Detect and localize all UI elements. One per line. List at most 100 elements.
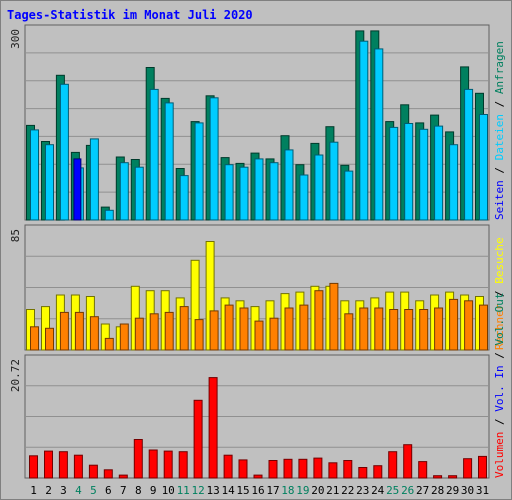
bar-dateien-day-20 xyxy=(314,154,324,221)
bar-volumen-day-11 xyxy=(178,451,188,479)
bar-dateien-day-1 xyxy=(30,129,39,221)
bar-rechner-day-23 xyxy=(359,307,369,351)
bar-volumen-day-13 xyxy=(208,377,218,479)
x-tick-day-19: 19 xyxy=(296,484,309,497)
bar-rechner-day-14 xyxy=(224,304,234,351)
bar-dateien-day-16 xyxy=(254,158,264,221)
x-tick-day-28: 28 xyxy=(431,484,444,497)
x-tick-day-13: 13 xyxy=(206,484,219,497)
x-tick-day-14: 14 xyxy=(221,484,235,497)
bar-dateien-day-23 xyxy=(359,40,369,221)
chart-title: Tages-Statistik im Monat Juli 2020 xyxy=(7,8,253,22)
bar-rechner-day-4 xyxy=(74,311,84,351)
bar-rechner-day-18 xyxy=(284,307,294,351)
bar-dateien-day-6 xyxy=(104,209,114,221)
x-tick-day-7: 7 xyxy=(120,484,127,497)
bar-volumen-day-7 xyxy=(118,474,128,479)
x-tick-day-21: 21 xyxy=(326,484,339,497)
bar-rechner-day-2 xyxy=(45,327,54,351)
bar-volumen-day-12 xyxy=(193,399,203,479)
bar-rechner-day-7 xyxy=(119,323,129,351)
bar-rechner-day-24 xyxy=(374,307,384,351)
x-tick-day-4: 4 xyxy=(75,484,82,497)
bar-dateien-day-14 xyxy=(224,164,234,221)
bar-volumen-day-25 xyxy=(388,451,398,479)
x-tick-day-6: 6 xyxy=(105,484,112,497)
bar-rechner-day-28 xyxy=(434,307,444,351)
bar-dateien-day-24 xyxy=(374,48,384,221)
legend-volume: Volumen / Vol. In / Vol. Out xyxy=(493,293,506,478)
x-tick-day-10: 10 xyxy=(162,484,175,497)
y-max-label: 85 xyxy=(9,229,22,242)
bar-volumen-day-16 xyxy=(253,474,263,479)
bar-rechner-day-10 xyxy=(164,311,174,351)
bar-rechner-day-20 xyxy=(314,290,324,351)
bar-volumen-day-9 xyxy=(148,449,158,479)
bar-volumen-day-18 xyxy=(283,458,293,479)
bar-dateien-day-28 xyxy=(434,125,444,221)
bar-rechner-day-16 xyxy=(254,320,264,351)
x-tick-day-5: 5 xyxy=(90,484,97,497)
bar-dateien-day-7 xyxy=(119,162,129,221)
bar-dateien-day-22 xyxy=(344,170,354,221)
bar-dateien-day-26 xyxy=(404,123,414,221)
bar-dateien-day-18 xyxy=(284,149,294,221)
bar-rechner-day-15 xyxy=(239,307,249,351)
bar-dateien-day-3 xyxy=(59,83,69,221)
y-max-label: 20.72 xyxy=(9,359,22,392)
bar-volumen-day-22 xyxy=(343,460,353,479)
bar-rechner-day-11 xyxy=(179,306,189,351)
bar-rechner-day-13 xyxy=(209,310,219,351)
x-tick-day-22: 22 xyxy=(341,484,354,497)
bar-dateien-day-2 xyxy=(45,144,54,221)
bar-volumen-day-8 xyxy=(133,439,143,479)
bar-volumen-day-23 xyxy=(358,467,368,479)
bar-rechner-day-31 xyxy=(479,304,488,351)
bar-rechner-day-29 xyxy=(449,298,459,351)
bar-rechner-day-8 xyxy=(134,317,144,351)
bar-dateien-day-5 xyxy=(89,138,99,221)
bar-rechner-day-22 xyxy=(344,313,354,351)
x-tick-day-9: 9 xyxy=(150,484,157,497)
bar-dateien-day-17 xyxy=(269,162,279,221)
bar-dateien-day-19 xyxy=(299,174,309,221)
bar-rechner-day-1 xyxy=(30,326,39,351)
bar-rechner-day-5 xyxy=(89,316,99,351)
bar-dateien-day-9 xyxy=(149,88,159,221)
legend-hits: Seiten / Dateien / Anfragen xyxy=(493,41,506,220)
bar-volumen-day-5 xyxy=(88,464,98,479)
bar-dateien-day-11 xyxy=(179,175,189,221)
x-tick-day-30: 30 xyxy=(461,484,474,497)
x-tick-day-11: 11 xyxy=(177,484,190,497)
bar-rechner-day-30 xyxy=(464,300,474,351)
bar-dateien-day-10 xyxy=(164,102,174,221)
bar-dateien-day-15 xyxy=(239,166,249,221)
bar-dateien-day-30 xyxy=(464,88,474,221)
bar-volumen-day-3 xyxy=(58,451,68,479)
bar-volumen-day-19 xyxy=(298,458,308,479)
bar-volumen-day-17 xyxy=(268,460,278,479)
x-tick-day-20: 20 xyxy=(311,484,324,497)
x-tick-day-18: 18 xyxy=(281,484,294,497)
bar-dateien-day-29 xyxy=(449,144,459,221)
bar-rechner-day-19 xyxy=(299,304,309,351)
bar-volumen-day-28 xyxy=(433,475,443,479)
bar-rechner-day-9 xyxy=(149,313,159,351)
x-tick-day-27: 27 xyxy=(416,484,429,497)
y-max-label: 300 xyxy=(9,29,22,49)
x-tick-day-15: 15 xyxy=(236,484,249,497)
x-tick-day-8: 8 xyxy=(135,484,142,497)
x-tick-day-12: 12 xyxy=(191,484,204,497)
bar-dateien-day-21 xyxy=(329,141,339,221)
bar-volumen-day-31 xyxy=(478,455,487,479)
x-tick-day-16: 16 xyxy=(251,484,264,497)
bar-rechner-day-21 xyxy=(329,282,339,351)
x-tick-day-31: 31 xyxy=(476,484,489,497)
bar-rechner-day-6 xyxy=(104,337,114,351)
bar-dateien-day-13 xyxy=(209,97,219,221)
bar-rechner-day-25 xyxy=(389,309,399,351)
bar-volumen-day-15 xyxy=(238,459,248,479)
bar-volumen-day-10 xyxy=(163,450,173,479)
bar-volumen-day-27 xyxy=(418,461,428,479)
